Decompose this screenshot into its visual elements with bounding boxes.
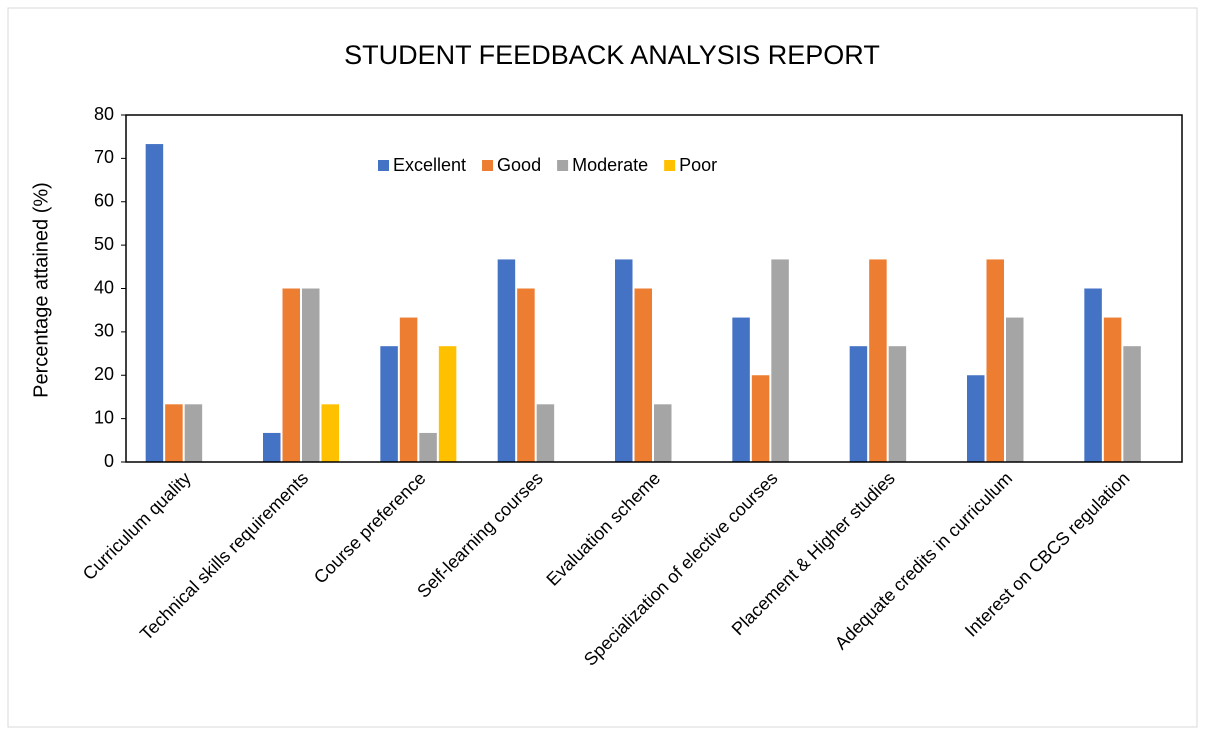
bar bbox=[282, 288, 300, 462]
bar bbox=[986, 259, 1004, 462]
y-tick-label: 30 bbox=[94, 321, 114, 341]
legend-label: Excellent bbox=[393, 155, 466, 175]
bar bbox=[1103, 317, 1122, 462]
y-tick-label: 20 bbox=[94, 364, 114, 384]
bar bbox=[1084, 288, 1102, 462]
bar bbox=[634, 288, 652, 462]
y-tick-label: 10 bbox=[94, 407, 114, 427]
legend-swatch bbox=[664, 160, 676, 171]
bar bbox=[165, 404, 183, 462]
bar bbox=[654, 404, 672, 462]
bar bbox=[497, 259, 516, 462]
bar bbox=[967, 375, 985, 462]
y-tick-label: 0 bbox=[104, 451, 114, 471]
bar bbox=[732, 317, 750, 462]
bar bbox=[438, 346, 457, 462]
bar bbox=[1123, 346, 1141, 462]
chart-title: STUDENT FEEDBACK ANALYSIS REPORT bbox=[344, 40, 880, 70]
plot-frame bbox=[125, 114, 1183, 463]
bar bbox=[302, 288, 320, 462]
bar bbox=[1006, 317, 1024, 462]
y-tick-label: 70 bbox=[94, 147, 114, 167]
bar bbox=[849, 346, 868, 462]
bar bbox=[380, 346, 398, 462]
bar bbox=[321, 404, 339, 462]
y-tick-label: 80 bbox=[94, 104, 114, 124]
legend-label: Poor bbox=[679, 155, 717, 175]
bar bbox=[399, 317, 418, 462]
bar bbox=[145, 144, 164, 462]
bar bbox=[615, 259, 633, 462]
y-tick-label: 40 bbox=[94, 277, 114, 297]
legend-label: Moderate bbox=[572, 155, 648, 175]
bar bbox=[184, 404, 203, 462]
legend-swatch bbox=[378, 160, 389, 171]
bar bbox=[771, 259, 789, 462]
y-tick-label: 50 bbox=[94, 234, 114, 254]
legend-swatch bbox=[557, 160, 569, 171]
bar bbox=[751, 375, 770, 462]
bar bbox=[888, 346, 907, 462]
bar bbox=[263, 432, 281, 462]
bar bbox=[517, 288, 535, 462]
y-axis-label: Percentage attained (%) bbox=[30, 182, 52, 398]
y-tick-label: 60 bbox=[94, 191, 114, 211]
legend-swatch bbox=[482, 160, 494, 171]
legend-label: Good bbox=[497, 155, 541, 175]
bar bbox=[536, 404, 555, 462]
bar bbox=[419, 432, 437, 462]
bar bbox=[869, 259, 887, 462]
